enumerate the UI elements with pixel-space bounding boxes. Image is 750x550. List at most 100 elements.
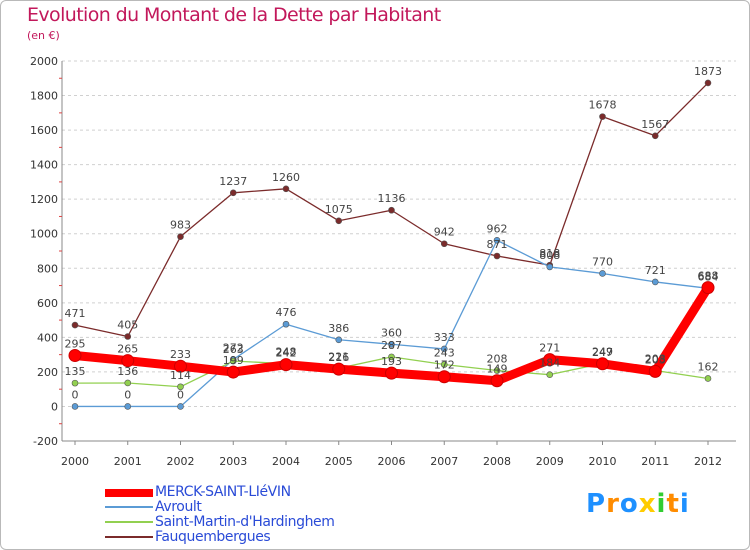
x-tick-label: 2011 (641, 455, 669, 468)
y-tick-label: 800 (37, 262, 58, 275)
series-merck-data-label: 247 (592, 346, 613, 359)
series-avroult-data-label: 962 (487, 222, 508, 235)
series-saint-martin-data-label: 114 (170, 369, 191, 382)
y-tick-label: 1200 (30, 193, 58, 206)
series-saint-martin-point (124, 379, 132, 387)
series-merck-data-label: 203 (645, 353, 666, 366)
series-saint-martin-point (71, 379, 79, 387)
legend-swatch (105, 506, 153, 508)
series-merck-data-label: 199 (223, 354, 244, 367)
series-fauquembergues-point (704, 79, 712, 87)
y-tick-label: 600 (37, 297, 58, 310)
series-merck-point (543, 353, 557, 367)
series-fauquembergues-point (651, 132, 659, 140)
series-avroult-data-label: 333 (434, 331, 455, 344)
series-saint-martin-data-label: 243 (434, 346, 455, 359)
y-tick-label: 1400 (30, 159, 58, 172)
series-saint-martin-point (388, 353, 395, 361)
series-merck-data-label: 295 (65, 338, 86, 351)
proxiti-logo: Proxiti (586, 489, 690, 519)
series-fauquembergues-data-label: 942 (434, 226, 455, 239)
series-saint-martin-data-label: 136 (117, 365, 138, 378)
series-saint-martin-point (546, 371, 554, 378)
series-avroult-point (651, 278, 659, 286)
x-tick-label: 2007 (430, 455, 458, 468)
logo-letter: i (679, 489, 690, 519)
series-merck-data-label: 271 (539, 342, 560, 355)
legend-swatch (105, 536, 153, 538)
series-avroult-point (546, 263, 554, 271)
logo-letter: t (666, 489, 680, 519)
series-fauquembergues-point (335, 217, 343, 225)
series-saint-martin-data-label: 249 (592, 345, 613, 358)
chart-unit-label: (en €) (27, 29, 60, 42)
series-avroult-point (124, 403, 132, 410)
logo-letter: r (606, 489, 620, 519)
series-avroult-point (282, 320, 290, 328)
series-saint-martin-point (177, 383, 184, 391)
y-tick-label: 0 (51, 400, 58, 413)
series-fauquembergues-point (229, 189, 237, 197)
series-fauquembergues-data-label: 1237 (219, 175, 247, 188)
x-tick-label: 2000 (61, 455, 89, 468)
series-fauquembergues-point (282, 185, 290, 193)
series-fauquembergues-data-label: 1136 (378, 192, 406, 205)
series-fauquembergues-point (124, 333, 132, 340)
series-merck-point (490, 374, 504, 388)
series-fauquembergues-data-label: 1873 (694, 65, 722, 78)
series-fauquembergues-data-label: 871 (487, 238, 508, 251)
series-fauquembergues-point (177, 233, 184, 240)
series-saint-martin-data-label: 263 (223, 343, 244, 356)
series-avroult-point (440, 345, 448, 353)
chart-title: Evolution du Montant de la Dette par Hab… (27, 4, 441, 26)
series-fauquembergues-data-label: 818 (539, 247, 560, 260)
legend-swatch (105, 521, 153, 523)
logo-letter: P (586, 489, 607, 519)
series-saint-martin-point (440, 361, 448, 368)
series-fauquembergues-point (493, 252, 501, 260)
x-tick-label: 2003 (219, 455, 247, 468)
series-fauquembergues-point (440, 240, 448, 248)
plot-area (62, 61, 736, 441)
series-saint-martin-point (229, 357, 237, 365)
x-tick-label: 2002 (167, 455, 195, 468)
series-avroult-data-label: 808 (539, 249, 560, 262)
series-merck-point (437, 370, 451, 384)
y-tick-label: -200 (33, 435, 58, 448)
series-merck-point (596, 357, 609, 371)
series-merck-point (385, 366, 398, 380)
series-saint-martin-data-label: 162 (698, 360, 719, 373)
legend-label: Saint-Martin-d'Hardinghem (155, 514, 335, 530)
series-merck-data-label: 242 (276, 347, 297, 360)
x-tick-label: 2010 (589, 455, 617, 468)
y-tick-label: 400 (37, 331, 58, 344)
series-avroult-point (493, 236, 501, 244)
series-fauquembergues-point (71, 321, 79, 329)
series-saint-martin-data-label: 287 (381, 339, 402, 352)
x-tick-label: 2012 (694, 455, 722, 468)
series-avroult-data-label: 272 (223, 341, 244, 354)
series-merck-point (648, 364, 662, 378)
x-tick-label: 2008 (483, 455, 511, 468)
series-merck-point (174, 359, 187, 373)
x-tick-label: 2009 (536, 455, 564, 468)
legend-label: Avroult (155, 499, 202, 515)
x-tick-label: 2001 (114, 455, 142, 468)
logo-letter: i (656, 489, 667, 519)
series-saint-martin-point (493, 367, 501, 374)
legend-label: Fauquembergues (155, 529, 271, 545)
series-saint-martin-data-label: 135 (65, 365, 86, 378)
series-merck-point (226, 365, 240, 379)
series-merck-data-label: 149 (487, 363, 508, 376)
series-saint-martin-data-label: 248 (276, 346, 297, 359)
series-merck-data-label: 193 (381, 355, 402, 368)
series-avroult-data-label: 770 (592, 255, 613, 268)
y-tick-label: 1000 (30, 228, 58, 241)
series-avroult-data-label: 0 (124, 388, 131, 401)
series-fauquembergues-data-label: 983 (170, 219, 191, 232)
series-fauquembergues-data-label: 1567 (641, 118, 669, 131)
series-avroult-point (599, 270, 606, 277)
series-fauquembergues-point (599, 113, 606, 120)
series-fauquembergues-point (388, 206, 395, 214)
